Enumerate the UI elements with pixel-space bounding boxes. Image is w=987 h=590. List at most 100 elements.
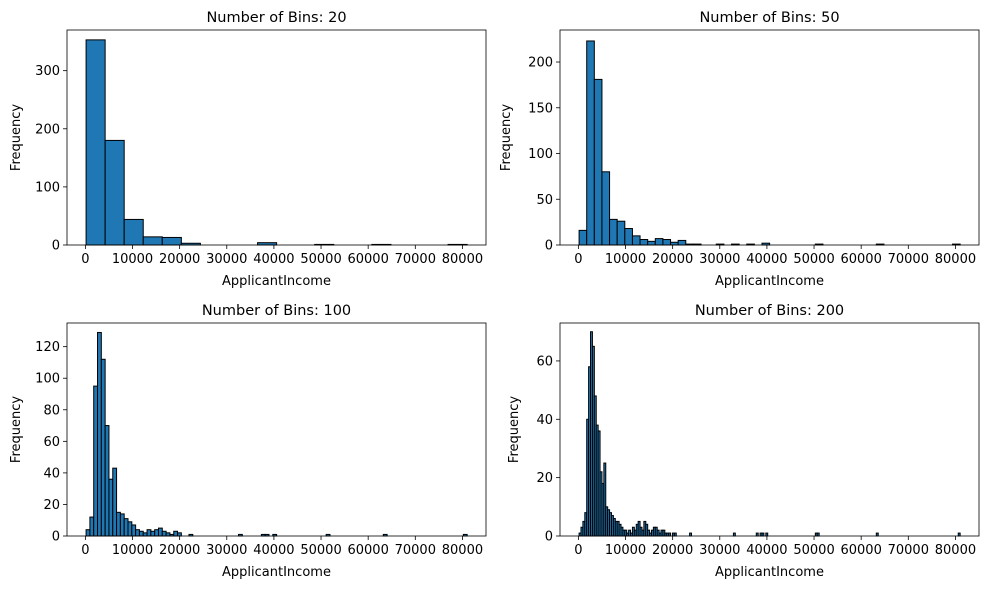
histogram-bar bbox=[131, 524, 137, 537]
histogram-bar bbox=[135, 529, 140, 537]
y-tick-label: 40 bbox=[536, 413, 553, 428]
x-tick-label: 70000 bbox=[395, 252, 436, 267]
x-tick-label: 0 bbox=[574, 543, 582, 558]
histogram-bar bbox=[85, 39, 106, 246]
x-tick-label: 30000 bbox=[699, 543, 740, 558]
histogram-bar bbox=[165, 532, 171, 537]
histogram-bar bbox=[146, 529, 152, 537]
x-tick-label: 80000 bbox=[935, 543, 976, 558]
panel-title: Number of Bins: 200 bbox=[695, 303, 844, 319]
x-tick-label: 10000 bbox=[605, 252, 646, 267]
x-tick-label: 70000 bbox=[888, 252, 929, 267]
y-tick-label: 50 bbox=[536, 193, 553, 208]
y-tick-label: 100 bbox=[35, 372, 60, 387]
histogram-bar bbox=[123, 518, 129, 537]
y-axis-label: Frequency bbox=[9, 396, 24, 463]
y-tick-label: 20 bbox=[43, 498, 60, 513]
x-tick-label: 30000 bbox=[206, 543, 247, 558]
y-tick-label: 0 bbox=[52, 530, 60, 545]
histogram-bar bbox=[116, 511, 121, 537]
histogram-bar bbox=[957, 532, 961, 537]
histogram-bar bbox=[593, 78, 603, 246]
x-tick-label: 0 bbox=[81, 543, 89, 558]
y-tick-label: 60 bbox=[536, 354, 553, 369]
histogram-bar bbox=[662, 239, 672, 246]
y-tick-label: 0 bbox=[545, 530, 553, 545]
x-tick-label: 80000 bbox=[442, 543, 483, 558]
histogram-bar bbox=[601, 171, 611, 246]
panel-title: Number of Bins: 100 bbox=[202, 303, 351, 319]
x-tick-label: 70000 bbox=[395, 543, 436, 558]
y-axis-label: Frequency bbox=[9, 104, 24, 171]
y-tick-label: 200 bbox=[35, 122, 60, 137]
y-tick-label: 100 bbox=[35, 180, 60, 195]
y-tick-label: 0 bbox=[545, 239, 553, 254]
histogram-bar bbox=[161, 236, 182, 246]
histogram-bar bbox=[127, 521, 133, 537]
y-axis-label: Frequency bbox=[507, 396, 522, 463]
histogram-bar bbox=[177, 532, 182, 537]
y-axis-label: Frequency bbox=[499, 104, 514, 171]
histogram-bar bbox=[624, 228, 633, 246]
histogram-bar bbox=[765, 532, 769, 537]
x-tick-label: 50000 bbox=[793, 543, 834, 558]
y-tick-label: 20 bbox=[536, 471, 553, 486]
histogram-bar bbox=[89, 516, 95, 537]
x-tick-label: 0 bbox=[81, 252, 89, 267]
x-tick-label: 80000 bbox=[442, 252, 483, 267]
histogram-bar bbox=[154, 529, 159, 537]
y-tick-label: 60 bbox=[43, 435, 60, 450]
x-tick-label: 60000 bbox=[840, 543, 881, 558]
histogram-bar bbox=[670, 241, 679, 246]
histogram-bar bbox=[689, 532, 693, 537]
plot-frame bbox=[66, 29, 487, 246]
y-tick-label: 120 bbox=[35, 340, 60, 355]
x-tick-label: 50000 bbox=[300, 543, 341, 558]
histogram-bar bbox=[100, 358, 106, 537]
panel-title: Number of Bins: 20 bbox=[206, 10, 346, 26]
y-tick-label: 80 bbox=[43, 403, 60, 418]
histogram-bar bbox=[161, 530, 167, 537]
x-tick-label: 20000 bbox=[652, 543, 693, 558]
histogram-bar bbox=[875, 532, 879, 537]
y-tick-label: 200 bbox=[528, 56, 553, 71]
histogram-bar bbox=[586, 40, 595, 246]
histogram-bar bbox=[119, 513, 125, 537]
histogram-bar bbox=[761, 532, 765, 537]
x-tick-label: 50000 bbox=[300, 252, 341, 267]
x-tick-label: 40000 bbox=[746, 543, 787, 558]
histogram-bar bbox=[668, 532, 672, 537]
histogram-bar bbox=[677, 239, 687, 246]
histogram-bar bbox=[673, 532, 677, 537]
histogram-bar bbox=[609, 218, 618, 246]
plot-frame bbox=[66, 322, 487, 537]
x-tick-label: 60000 bbox=[840, 252, 881, 267]
histogram-bar bbox=[647, 240, 656, 246]
x-tick-label: 50000 bbox=[793, 252, 834, 267]
histogram-bar bbox=[150, 530, 156, 537]
x-axis-label: ApplicantIncome bbox=[222, 565, 331, 580]
y-tick-label: 150 bbox=[528, 101, 553, 116]
histogram-bar bbox=[616, 220, 626, 246]
histogram-bar bbox=[104, 139, 125, 246]
y-tick-label: 100 bbox=[528, 147, 553, 162]
y-tick-label: 40 bbox=[43, 466, 60, 481]
histogram-bar bbox=[732, 532, 736, 537]
x-tick-label: 0 bbox=[574, 252, 582, 267]
histogram-bar bbox=[157, 527, 163, 537]
histogram-panel-bins-200: 0 10000 20000 30000 40000 50000 60000 70000 8000… bbox=[507, 303, 980, 580]
histogram-bar bbox=[142, 532, 148, 537]
x-tick-label: 20000 bbox=[159, 252, 200, 267]
x-tick-label: 70000 bbox=[888, 543, 929, 558]
y-tick-label: 0 bbox=[52, 239, 60, 254]
histogram-bar bbox=[112, 467, 118, 537]
histogram-panel-bins-50: 0 10000 20000 30000 40000 50000 60000 70000 8000… bbox=[499, 10, 980, 289]
histogram-bar bbox=[816, 532, 820, 537]
histogram-bar bbox=[108, 478, 114, 537]
histogram-panel-bins-100: 0 10000 20000 30000 40000 50000 60000 70000 8000… bbox=[9, 303, 487, 580]
x-axis-label: ApplicantIncome bbox=[222, 274, 331, 289]
histogram-bar bbox=[639, 239, 649, 246]
x-tick-label: 20000 bbox=[159, 543, 200, 558]
histogram-bar bbox=[142, 236, 163, 246]
